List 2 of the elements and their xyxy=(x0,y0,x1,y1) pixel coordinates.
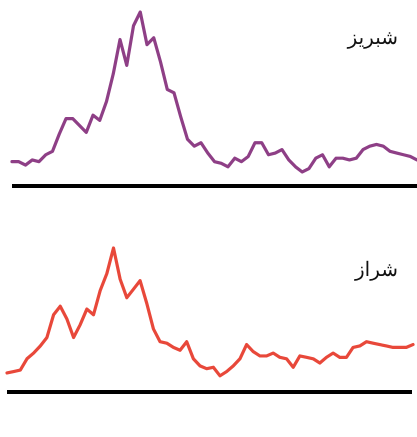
text: شبریز xyxy=(346,25,398,49)
text: شراز xyxy=(354,257,398,281)
